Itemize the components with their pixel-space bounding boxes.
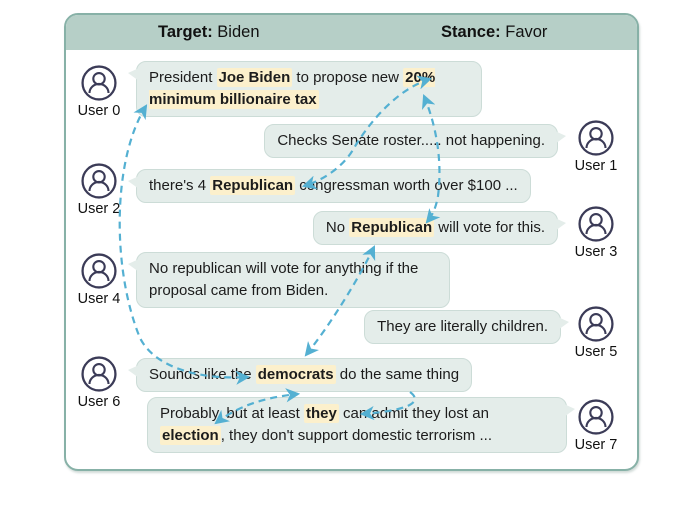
user-label: User 7 [574, 437, 618, 453]
plain-span: President [149, 69, 217, 86]
person-avatar-icon [578, 206, 614, 242]
person-avatar-icon [81, 163, 117, 199]
user-identity: User 0 [69, 64, 129, 119]
plain-span: Probably, but at least [160, 405, 304, 422]
message-text: No Republican will vote for this. [326, 218, 545, 237]
person-avatar-icon [81, 253, 117, 289]
message-bubble: there's 4 Republican congressman worth o… [128, 169, 531, 203]
person-avatar-icon [578, 120, 614, 156]
plain-span: do the same thing [335, 366, 460, 383]
bubble-tail-icon [555, 131, 566, 144]
plain-span: there's 4 [149, 177, 211, 194]
plain-span: to propose new [292, 69, 404, 86]
user-label: User 4 [77, 291, 121, 307]
plain-span: Sounds like the [149, 366, 256, 383]
plain-span: They are literally children. [377, 318, 548, 335]
highlighted-span: election [160, 425, 221, 445]
message-text: there's 4 Republican congressman worth o… [149, 176, 518, 195]
plain-span: congressman worth over $100 ... [295, 177, 518, 194]
user-identity: User 4 [69, 252, 129, 307]
target-label: Target: [158, 23, 213, 41]
highlighted-span: they [303, 404, 339, 423]
plain-span: will vote for this. [434, 219, 545, 236]
message-bubble: Checks Senate roster..... not happening. [264, 124, 566, 158]
person-avatar-icon [81, 65, 117, 101]
user-identity: User 6 [69, 355, 129, 410]
message-bubble: No Republican will vote for this. [312, 211, 566, 245]
user-label: User 3 [574, 244, 618, 260]
target-field: Target: Biden [66, 23, 352, 42]
highlighted-span: Republican [210, 176, 296, 195]
message-text: Probably, but at least they can admit th… [160, 404, 492, 445]
bubble-tail-icon [564, 404, 575, 417]
plain-span: No [325, 219, 350, 236]
message-text: No republican will vote for anything if … [149, 260, 418, 299]
bubble-tail-icon [128, 259, 139, 272]
message-bubble: President Joe Biden to propose new 20% m… [128, 61, 482, 117]
bubble-tail-icon [128, 365, 139, 378]
user-identity: User 1 [566, 119, 626, 174]
bubble-tail-icon [555, 218, 566, 231]
user-label: User 2 [77, 201, 121, 217]
message-text: They are literally children. [377, 318, 548, 335]
person-avatar-icon [81, 356, 117, 392]
message-text: President Joe Biden to propose new 20% m… [149, 68, 436, 109]
person-avatar-icon [578, 399, 614, 435]
message-bubble: Probably, but at least they can admit th… [147, 397, 575, 453]
highlighted-span: democrats [255, 365, 336, 384]
message-text: Checks Senate roster..... not happening. [277, 132, 545, 149]
highlighted-span: Joe Biden [216, 68, 293, 87]
person-avatar-icon [578, 306, 614, 342]
user-identity: User 7 [566, 398, 626, 453]
message-bubble: Sounds like the democrats do the same th… [128, 358, 473, 392]
highlighted-span: Republican [349, 218, 435, 237]
user-label: User 0 [77, 103, 121, 119]
user-identity: User 5 [566, 305, 626, 360]
message-bubble: They are literally children. [364, 310, 569, 344]
user-identity: User 2 [69, 162, 129, 217]
plain-span: , they don't support domestic terrorism … [220, 426, 492, 444]
user-identity: User 3 [566, 205, 626, 260]
user-label: User 6 [77, 394, 121, 410]
plain-span: can admit they lost an [338, 405, 489, 422]
bubble-tail-icon [558, 317, 569, 330]
user-label: User 5 [574, 344, 618, 360]
message-bubble: No republican will vote for anything if … [128, 252, 450, 308]
bubble-tail-icon [128, 176, 139, 189]
stance-value: Favor [505, 23, 548, 41]
bubble-tail-icon [128, 68, 139, 81]
figure-header: Target: Biden Stance: Favor [66, 15, 637, 50]
plain-span: Checks Senate roster..... not happening. [277, 132, 545, 149]
stance-label: Stance: [441, 23, 501, 41]
target-value: Biden [217, 23, 260, 41]
plain-span: No republican will vote for anything if … [149, 260, 419, 299]
message-text: Sounds like the democrats do the same th… [149, 365, 459, 384]
stance-field: Stance: Favor [352, 23, 638, 42]
user-label: User 1 [574, 158, 618, 174]
